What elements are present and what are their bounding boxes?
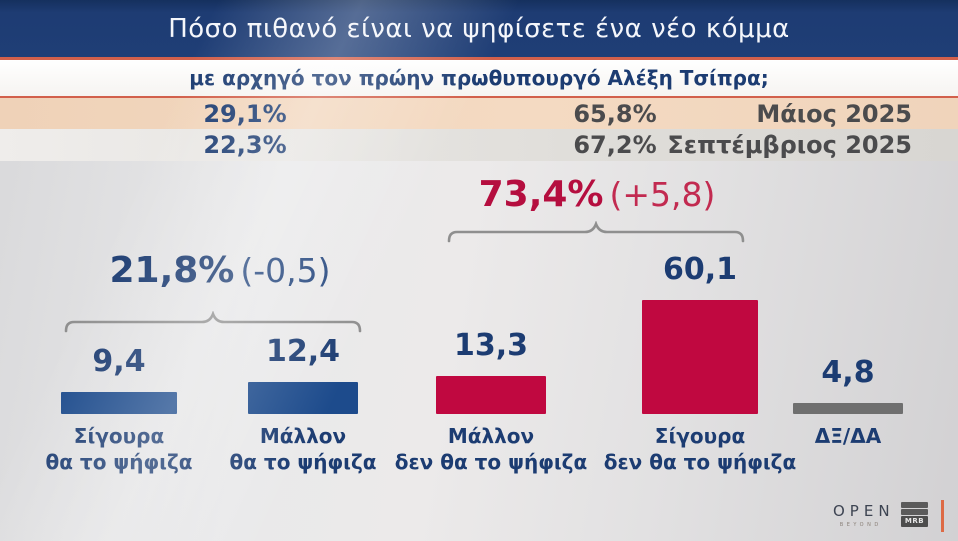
group-delta-value: (+5,8) — [609, 175, 716, 214]
bracket-would-not-vote — [447, 221, 745, 243]
bar-value-label: 13,3 — [453, 328, 529, 363]
bar-category-label: Μάλλον δεν θα το ψήφιζα — [394, 424, 588, 474]
group-total-value: 73,4% — [478, 174, 604, 215]
bar-category-label: Σίγουρα δεν θα το ψήφιζα — [603, 424, 797, 474]
title-bar: Πόσο πιθανό είναι να ψηφίσετε ένα νέο κό… — [0, 0, 958, 57]
group-total-would-not-vote: 73,4% (+5,8) — [447, 174, 747, 215]
open-logo-word: OPEN — [833, 502, 895, 520]
bar-value-label: 12,4 — [265, 334, 341, 369]
bar-category-label: Μάλλον θα το ψήφιζα — [229, 424, 377, 474]
mrb-logo-text: MRB — [901, 516, 928, 527]
group-total-would-vote: 21,8% (-0,5) — [70, 250, 370, 291]
bar-column-3: 60,1 Σίγουρα δεν θα το ψήφιζα — [600, 252, 800, 474]
would-vote-pct-may: 29,1% — [203, 99, 287, 128]
summary-row-september-2025: 22,3% 67,2% Σεπτέμβριος 2025 — [0, 129, 958, 161]
bar-column-2: 13,3 Μάλλον δεν θα το ψήφιζα — [391, 328, 591, 474]
bar-value-label: 60,1 — [662, 252, 738, 287]
period-label-may: Μάιος 2025 — [756, 99, 912, 128]
bar-category-label: ΔΞ/ΔΑ — [814, 424, 882, 448]
page-title: Πόσο πιθανό είναι να ψηφίσετε ένα νέο κό… — [168, 13, 790, 44]
bar — [793, 403, 903, 414]
bar — [61, 392, 177, 414]
page-subtitle: με αρχηγό τον πρώην πρωθυπουργό Αλέξη Τσ… — [189, 66, 769, 90]
bar-category-label: Σίγουρα θα το ψήφιζα — [45, 424, 193, 474]
bar-value-label: 4,8 — [821, 355, 875, 390]
orange-divider-top — [0, 57, 958, 60]
group-total-value: 21,8% — [109, 250, 235, 291]
subtitle-strip: με αρχηγό τον πρώην πρωθυπουργό Αλέξη Τσ… — [0, 60, 958, 96]
would-not-vote-pct-september: 67,2% — [573, 131, 657, 159]
period-label-september: Σεπτέμβριος 2025 — [667, 131, 912, 159]
bar-column-4: 4,8 ΔΞ/ΔΑ — [748, 355, 948, 448]
bar — [248, 382, 358, 414]
bracket-would-vote — [64, 311, 362, 333]
bar — [436, 376, 546, 414]
orange-divider-bottom — [0, 96, 958, 98]
would-not-vote-pct-may: 65,8% — [573, 99, 657, 128]
would-vote-pct-september: 22,3% — [203, 131, 287, 159]
mrb-logo: MRB — [901, 502, 928, 527]
open-channel-logo: OPEN BEYOND — [828, 502, 890, 528]
mrb-logo-stripe — [901, 502, 928, 508]
orange-accent-bar — [941, 500, 944, 532]
summary-row-may-2025: 29,1% 65,8% Μάιος 2025 — [0, 98, 958, 129]
mrb-logo-stripe — [901, 509, 928, 515]
bar-column-1: 12,4 Μάλλον θα το ψήφιζα — [203, 334, 403, 474]
bar-column-0: 9,4 Σίγουρα θα το ψήφιζα — [19, 344, 219, 474]
bar — [642, 300, 758, 414]
bar-value-label: 9,4 — [92, 344, 146, 379]
group-delta-value: (-0,5) — [240, 251, 331, 290]
open-logo-tagline: BEYOND — [839, 522, 882, 528]
